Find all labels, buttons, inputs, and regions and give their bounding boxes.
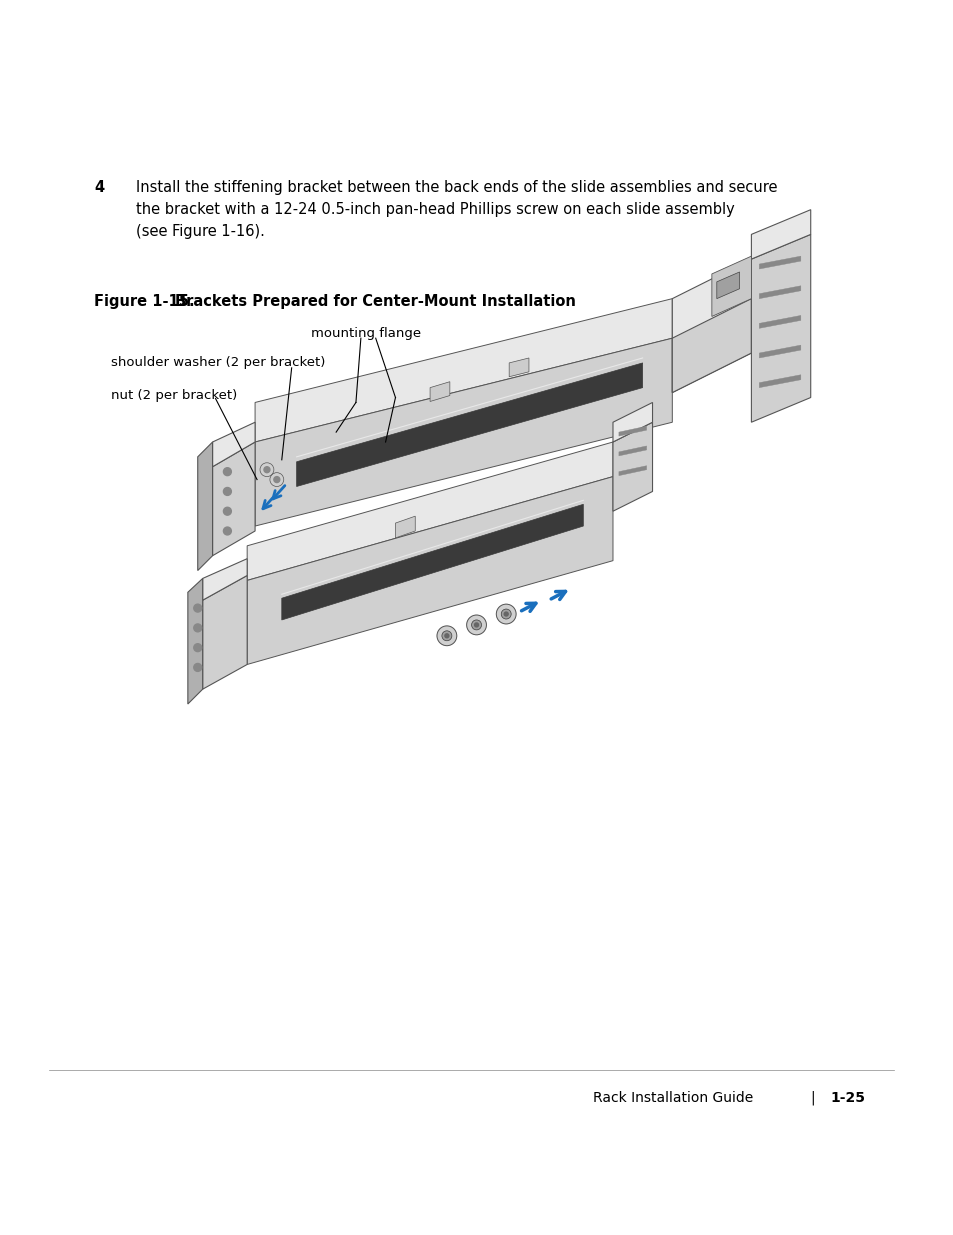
Text: shoulder washer (2 per bracket): shoulder washer (2 per bracket) <box>111 357 325 369</box>
Text: 4: 4 <box>93 180 104 195</box>
Polygon shape <box>759 315 800 329</box>
Polygon shape <box>202 576 247 689</box>
Text: mounting flange: mounting flange <box>311 327 421 340</box>
Polygon shape <box>672 259 751 393</box>
Polygon shape <box>672 299 751 393</box>
Polygon shape <box>247 477 613 664</box>
Circle shape <box>500 609 511 619</box>
Text: 1-25: 1-25 <box>830 1091 864 1104</box>
Circle shape <box>471 620 481 630</box>
Polygon shape <box>759 345 800 358</box>
Polygon shape <box>296 363 642 487</box>
Polygon shape <box>759 256 800 269</box>
Polygon shape <box>716 272 739 299</box>
Polygon shape <box>759 374 800 388</box>
Polygon shape <box>395 516 415 538</box>
Polygon shape <box>751 210 810 259</box>
Text: Rack Installation Guide: Rack Installation Guide <box>593 1091 753 1104</box>
Polygon shape <box>711 256 751 316</box>
Circle shape <box>223 508 232 515</box>
Polygon shape <box>618 466 646 475</box>
Circle shape <box>223 488 232 495</box>
Polygon shape <box>247 442 613 580</box>
Text: Brackets Prepared for Center-Mount Installation: Brackets Prepared for Center-Mount Insta… <box>174 294 576 309</box>
Circle shape <box>504 613 508 616</box>
Text: (see Figure 1-16).: (see Figure 1-16). <box>136 224 265 238</box>
Circle shape <box>193 604 201 613</box>
Circle shape <box>260 463 274 477</box>
Text: |: | <box>809 1091 814 1105</box>
Text: nut (2 per bracket): nut (2 per bracket) <box>111 389 236 403</box>
Polygon shape <box>618 426 646 436</box>
Text: Figure 1-15.: Figure 1-15. <box>93 294 194 309</box>
Polygon shape <box>254 299 672 442</box>
Polygon shape <box>254 338 672 526</box>
Polygon shape <box>613 422 652 511</box>
Circle shape <box>474 622 478 627</box>
Circle shape <box>223 527 232 535</box>
Circle shape <box>193 643 201 652</box>
Circle shape <box>436 626 456 646</box>
Text: the bracket with a 12-24 0.5-inch pan-head Phillips screw on each slide assembly: the bracket with a 12-24 0.5-inch pan-he… <box>136 201 735 217</box>
Circle shape <box>270 473 283 487</box>
Polygon shape <box>618 446 646 456</box>
Text: Install the stiffening bracket between the back ends of the slide assemblies and: Install the stiffening bracket between t… <box>136 180 777 195</box>
Circle shape <box>264 467 270 473</box>
Polygon shape <box>281 504 582 620</box>
Polygon shape <box>613 403 652 442</box>
Circle shape <box>441 631 452 641</box>
Circle shape <box>223 468 232 475</box>
Polygon shape <box>759 285 800 299</box>
Circle shape <box>466 615 486 635</box>
Polygon shape <box>197 442 213 571</box>
Circle shape <box>274 477 279 483</box>
Polygon shape <box>509 358 528 377</box>
Polygon shape <box>202 558 247 600</box>
Circle shape <box>444 634 449 637</box>
Circle shape <box>193 624 201 632</box>
Polygon shape <box>213 442 254 556</box>
Polygon shape <box>188 578 202 704</box>
Circle shape <box>193 663 201 672</box>
Polygon shape <box>213 422 254 467</box>
Polygon shape <box>430 382 450 401</box>
Polygon shape <box>751 235 810 422</box>
Circle shape <box>496 604 516 624</box>
